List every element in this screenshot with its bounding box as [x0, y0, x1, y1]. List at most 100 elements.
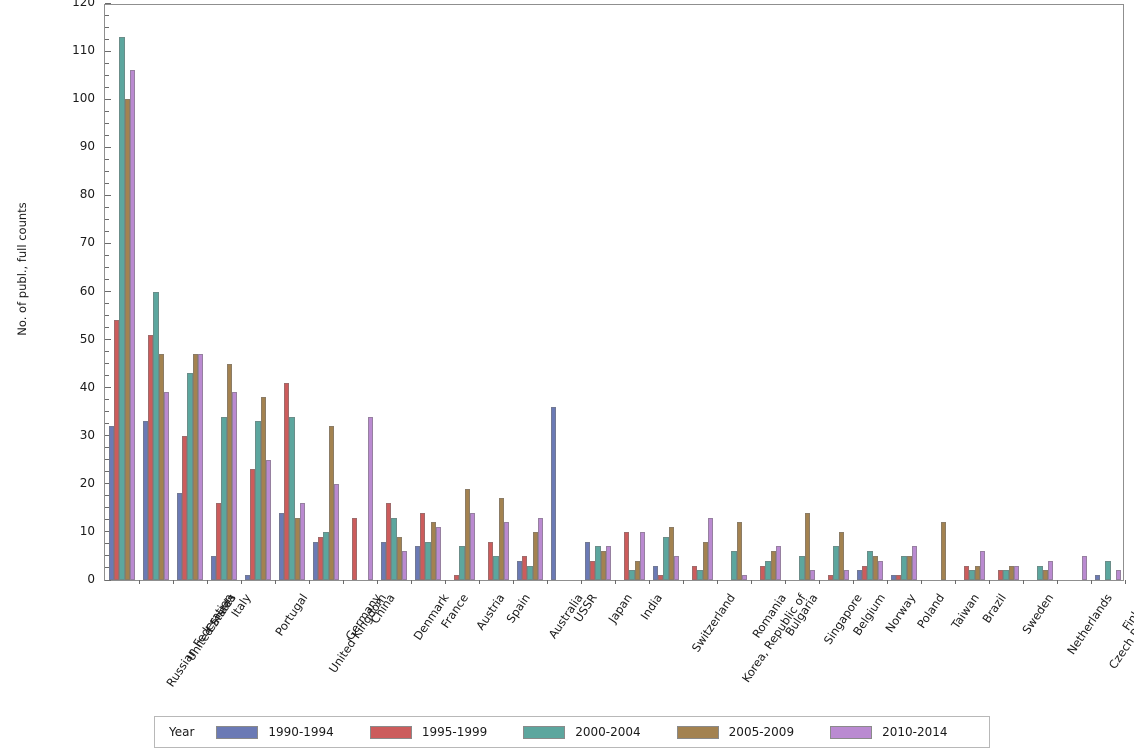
bar[interactable]: [414, 546, 420, 580]
bar[interactable]: [164, 392, 170, 580]
bar[interactable]: [691, 565, 698, 580]
bar[interactable]: [872, 555, 879, 580]
bar[interactable]: [504, 522, 510, 580]
bar[interactable]: [278, 512, 284, 580]
bar[interactable]: [668, 527, 675, 580]
bar[interactable]: [210, 555, 216, 580]
bar[interactable]: [584, 541, 590, 580]
bar[interactable]: [130, 70, 136, 580]
bar[interactable]: [878, 560, 884, 580]
bar[interactable]: [980, 551, 986, 580]
bar[interactable]: [674, 555, 680, 580]
bar[interactable]: [425, 541, 431, 580]
bar[interactable]: [244, 575, 250, 580]
bar[interactable]: [419, 512, 426, 580]
bar[interactable]: [312, 541, 318, 580]
bar[interactable]: [396, 536, 403, 580]
bar[interactable]: [901, 555, 907, 580]
bar[interactable]: [742, 575, 748, 580]
bar[interactable]: [867, 551, 873, 580]
bar[interactable]: [1094, 575, 1100, 580]
bar[interactable]: [249, 469, 256, 580]
bar[interactable]: [776, 546, 782, 580]
bar[interactable]: [493, 555, 499, 580]
bar[interactable]: [1042, 570, 1049, 580]
bar[interactable]: [634, 560, 641, 580]
bar[interactable]: [906, 555, 913, 580]
bar[interactable]: [385, 503, 392, 580]
bar[interactable]: [799, 555, 805, 580]
legend-item[interactable]: 2010-2014: [830, 725, 948, 739]
bar[interactable]: [232, 392, 238, 580]
bar[interactable]: [368, 416, 374, 580]
bar[interactable]: [595, 546, 601, 580]
bar[interactable]: [255, 421, 261, 580]
bar[interactable]: [192, 354, 199, 580]
legend-item[interactable]: 1990-1994: [216, 725, 334, 739]
bar[interactable]: [532, 531, 539, 580]
bar[interactable]: [453, 575, 460, 580]
bar[interactable]: [215, 503, 222, 580]
bar[interactable]: [226, 363, 233, 580]
bar[interactable]: [550, 406, 556, 580]
bar[interactable]: [890, 575, 896, 580]
bar[interactable]: [147, 334, 154, 580]
bar[interactable]: [142, 421, 148, 580]
bar[interactable]: [351, 517, 358, 580]
bar[interactable]: [997, 570, 1004, 580]
bar[interactable]: [153, 291, 159, 580]
bar[interactable]: [629, 570, 635, 580]
bar[interactable]: [300, 503, 306, 580]
bar[interactable]: [827, 575, 834, 580]
bar[interactable]: [708, 517, 714, 580]
bar[interactable]: [1105, 560, 1111, 580]
bar[interactable]: [974, 565, 981, 580]
bar[interactable]: [697, 570, 703, 580]
bar[interactable]: [765, 560, 771, 580]
bar[interactable]: [963, 565, 970, 580]
bar[interactable]: [856, 570, 862, 580]
legend-item[interactable]: 2005-2009: [676, 725, 794, 739]
bar[interactable]: [294, 517, 301, 580]
bar[interactable]: [487, 541, 494, 580]
bar[interactable]: [1116, 570, 1122, 580]
bar[interactable]: [498, 498, 505, 580]
bar[interactable]: [861, 565, 868, 580]
bar[interactable]: [895, 575, 902, 580]
bar[interactable]: [221, 416, 227, 580]
bar[interactable]: [289, 416, 295, 580]
bar[interactable]: [521, 555, 528, 580]
bar[interactable]: [844, 570, 850, 580]
bar[interactable]: [589, 560, 596, 580]
bar[interactable]: [260, 397, 267, 580]
bar[interactable]: [652, 565, 658, 580]
legend-item[interactable]: 1995-1999: [369, 725, 487, 739]
bar[interactable]: [606, 546, 612, 580]
bar[interactable]: [940, 522, 947, 580]
bar[interactable]: [464, 488, 471, 580]
bar[interactable]: [538, 517, 544, 580]
bar[interactable]: [283, 382, 290, 580]
bar[interactable]: [113, 320, 120, 580]
bar[interactable]: [328, 426, 335, 580]
bar[interactable]: [124, 99, 131, 580]
bar[interactable]: [266, 459, 272, 580]
bar[interactable]: [334, 483, 340, 580]
bar[interactable]: [657, 575, 664, 580]
bar[interactable]: [317, 536, 324, 580]
bar[interactable]: [1082, 555, 1088, 580]
bar[interactable]: [181, 435, 188, 580]
bar[interactable]: [663, 536, 669, 580]
bar[interactable]: [804, 512, 811, 580]
bar[interactable]: [391, 517, 397, 580]
bar[interactable]: [838, 531, 845, 580]
bar[interactable]: [176, 493, 182, 580]
bar[interactable]: [158, 354, 165, 580]
bar[interactable]: [969, 570, 975, 580]
bar[interactable]: [436, 527, 442, 580]
bar[interactable]: [833, 546, 839, 580]
bar[interactable]: [187, 373, 193, 580]
bar[interactable]: [323, 531, 329, 580]
bar[interactable]: [736, 522, 743, 580]
bar[interactable]: [108, 426, 114, 580]
